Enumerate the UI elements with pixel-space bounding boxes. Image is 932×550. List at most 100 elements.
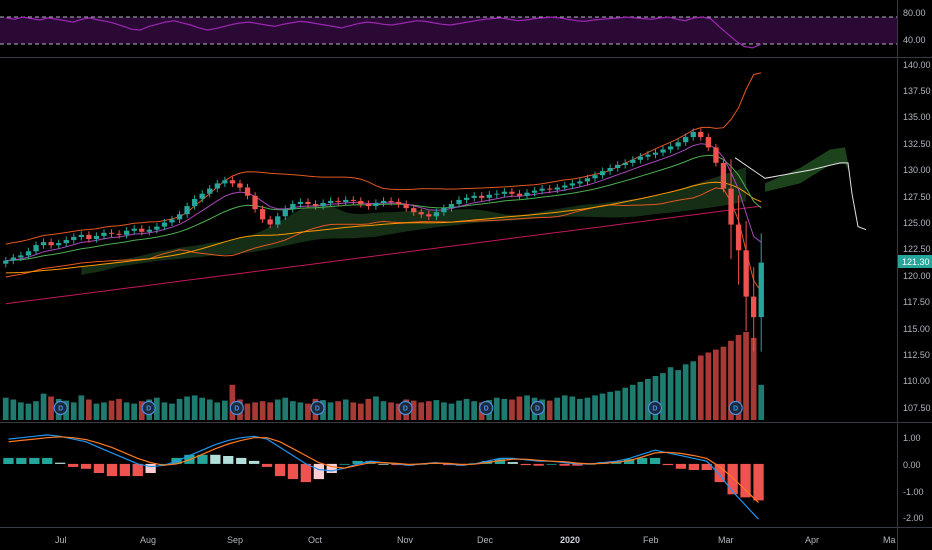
volume-bar (629, 384, 636, 420)
candle-body (40, 242, 47, 246)
dividend-badge-circle (647, 400, 663, 416)
ichimoku-cloud-future (765, 147, 850, 192)
macd-histogram-bar (16, 457, 27, 464)
candle-body (108, 232, 115, 234)
macd-histogram-bar (249, 460, 260, 464)
macd-histogram-bar (210, 454, 221, 464)
candle-body (396, 201, 402, 204)
volume-bar (645, 378, 651, 420)
dividend-badge-label: D (733, 406, 738, 413)
volume-bar (728, 340, 734, 420)
candle-body (71, 236, 77, 240)
candle-body (56, 243, 62, 246)
macd-histogram-bar (68, 463, 79, 467)
candle-body (615, 164, 621, 168)
macd-histogram-bar (533, 463, 544, 466)
candle-body (275, 216, 281, 225)
volume-bar (637, 381, 644, 420)
candle-body (448, 204, 455, 209)
candle-body (516, 193, 523, 196)
macd-pane[interactable] (3, 434, 764, 520)
dividend-badge-label: D (58, 406, 63, 413)
candle-body (464, 197, 470, 200)
macd-histogram-bar (313, 463, 324, 480)
candle-body (456, 199, 462, 204)
candle-body (116, 233, 122, 235)
candle-body (146, 229, 152, 232)
candle-body (358, 200, 364, 204)
volume-bar (380, 401, 387, 420)
macd-histogram-bar (624, 459, 635, 464)
dividend-badge-circle (53, 400, 68, 416)
price-axis[interactable]: 140.00 137.50 135.00 132.50 130.00 127.5… (903, 60, 931, 413)
candle-body (214, 183, 220, 189)
volume-bar (154, 397, 160, 420)
macd-histogram-bar (197, 454, 208, 464)
volume-bar (222, 400, 228, 420)
volume-bar (123, 402, 130, 420)
macd-histogram-bar (287, 463, 299, 480)
candle-body (176, 214, 183, 220)
volume-bar (690, 361, 697, 420)
volume-bar (546, 400, 553, 420)
candle-body (562, 185, 568, 188)
volume-bar (108, 400, 115, 420)
macd-histogram-bar (637, 457, 648, 464)
bollinger-upper (5, 72, 762, 245)
candle-body (622, 162, 628, 165)
macd-histogram-bar (132, 463, 143, 477)
candle-body (328, 200, 334, 203)
macd-histogram-bar (753, 463, 764, 501)
macd-histogram-bar (158, 463, 169, 465)
candle-body (63, 240, 69, 244)
candle-body (637, 156, 643, 160)
macd-histogram-bar (29, 457, 40, 464)
candle-body (169, 219, 175, 223)
bollinger-lower (5, 187, 762, 292)
dividend-badge-label: D (315, 406, 320, 413)
candle-body (48, 242, 54, 246)
price-tick: 120.00 (903, 271, 931, 281)
dividend-badge-label: D (652, 406, 657, 413)
volume-bar (191, 395, 198, 420)
rsi-pane[interactable] (0, 16, 897, 49)
candle-body (10, 257, 16, 261)
volume-bar (290, 401, 296, 420)
candle-body (290, 204, 296, 210)
time-axis[interactable]: Jul Aug Sep Oct Nov Dec 2020 Feb Mar Apr… (55, 535, 896, 545)
time-tick: Jul (55, 535, 67, 545)
macd-histogram-bar (274, 463, 286, 477)
macd-histogram-bar (701, 463, 712, 470)
macd-histogram-bar (714, 463, 725, 483)
current-price-value: 121.30 (902, 257, 930, 267)
macd-histogram-bar (507, 462, 518, 464)
candle-body (161, 222, 168, 227)
volume-bar (138, 401, 145, 420)
volume-bar (561, 395, 568, 420)
candle-body (411, 208, 417, 213)
volume-bar (116, 398, 122, 420)
candle-body (441, 208, 447, 213)
time-tick: Ma (883, 535, 896, 545)
candle-body (335, 200, 341, 202)
macd-histogram-bar (261, 463, 273, 467)
dividend-marker: D (728, 400, 743, 416)
candle-body (297, 201, 304, 204)
volume-bar (259, 401, 266, 420)
candle-body (728, 188, 734, 225)
volume-bar (335, 401, 341, 420)
volume-bar (327, 402, 334, 420)
macd-histogram-bar (236, 457, 247, 464)
macd-histogram-bar (494, 459, 505, 464)
time-tick: Sep (227, 535, 243, 545)
macd-histogram-bar (688, 463, 699, 470)
macd-histogram-bar (352, 460, 363, 464)
candle-body (433, 212, 439, 217)
candle-body (667, 146, 674, 150)
macd-histogram-bar (740, 463, 751, 498)
time-tick: Nov (397, 535, 414, 545)
candle-body (199, 193, 205, 199)
dividend-marker: D (647, 400, 663, 416)
